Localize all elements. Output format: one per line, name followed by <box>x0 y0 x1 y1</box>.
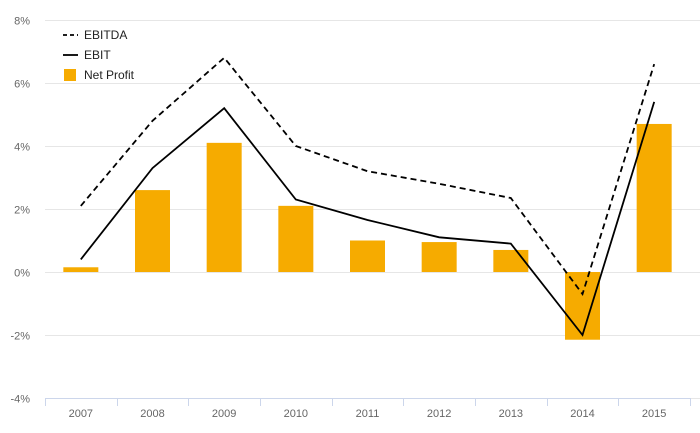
y-axis-labels: -4% -2% 0% 2% 4% 6% 8% <box>10 16 30 406</box>
net-profit-bar <box>278 205 314 272</box>
legend-net-profit-label: Net Profit <box>84 68 135 82</box>
x-tick-label: 2013 <box>499 408 523 420</box>
line-series <box>80 56 656 337</box>
net-profit-bar <box>63 267 99 272</box>
x-tick-label: 2008 <box>140 408 164 420</box>
net-profit-bar <box>350 240 385 272</box>
y-tick-label: 0% <box>14 268 30 280</box>
x-axis: 2007 2008 2009 2010 2011 2012 2013 2014 2015 <box>45 398 691 420</box>
x-tick-label: 2015 <box>642 408 666 420</box>
ebit-line <box>80 101 656 337</box>
legend-ebitda-label: EBITDA <box>84 28 127 42</box>
legend-ebit-label: EBIT <box>84 48 111 62</box>
net-profit-bars <box>63 123 672 340</box>
y-tick-label: -2% <box>10 331 30 343</box>
net-profit-bar <box>421 242 457 272</box>
x-tick-label: 2011 <box>356 408 380 420</box>
y-tick-label: -4% <box>10 394 30 406</box>
x-tick-label: 2014 <box>570 408 594 420</box>
legend-net-profit-symbol <box>64 69 76 81</box>
x-tick-label: 2012 <box>427 408 451 420</box>
net-profit-bar <box>206 142 242 272</box>
net-profit-bar <box>493 249 529 272</box>
x-tick-label: 2009 <box>212 408 236 420</box>
y-tick-label: 6% <box>14 79 30 91</box>
x-tick-label: 2010 <box>284 408 308 420</box>
ebitda-line <box>80 56 656 297</box>
legend: EBITDA EBIT Net Profit <box>63 28 135 82</box>
y-tick-label: 4% <box>14 142 30 154</box>
net-profit-bar <box>565 272 600 340</box>
y-tick-label: 8% <box>14 16 30 28</box>
y-tick-label: 2% <box>14 205 30 217</box>
net-profit-bar <box>135 190 170 272</box>
x-tick-label: 2007 <box>69 408 93 420</box>
net-profit-bar <box>636 123 672 272</box>
